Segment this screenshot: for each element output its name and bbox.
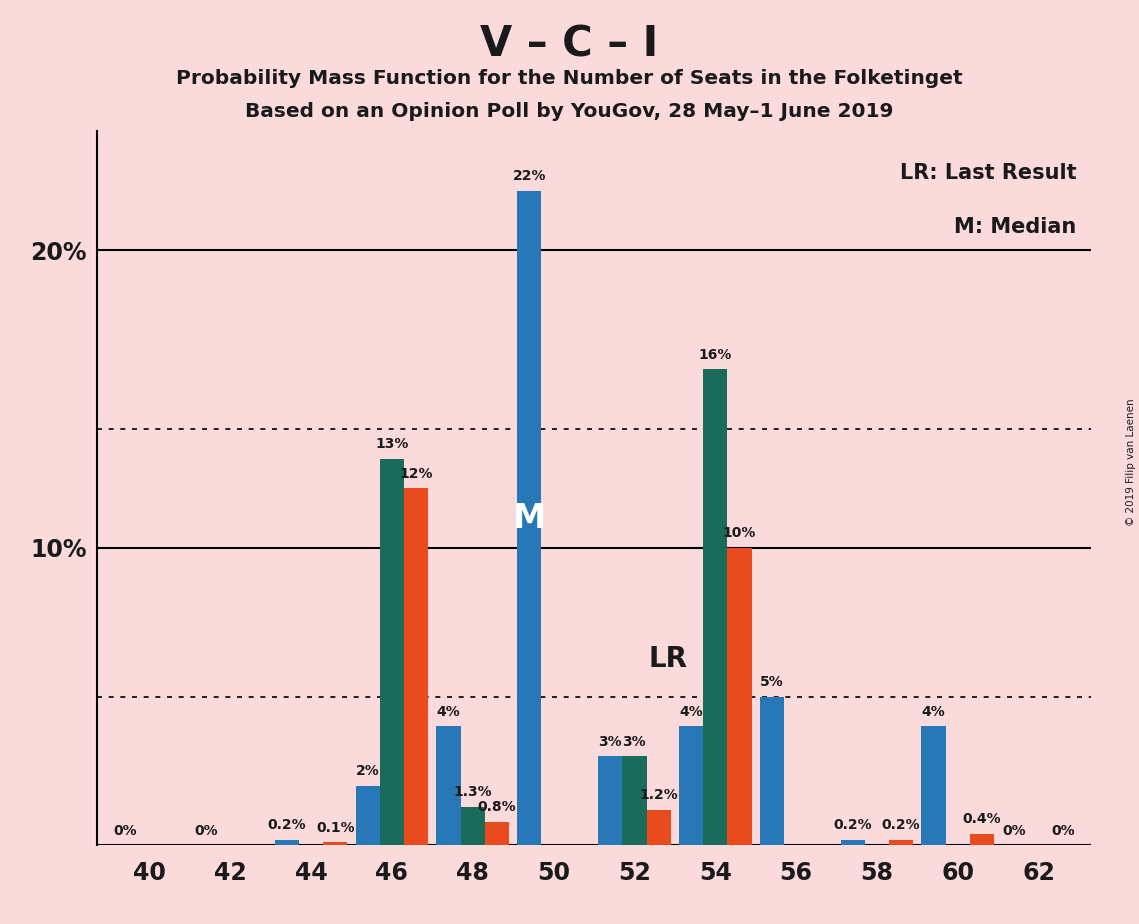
Text: 0%: 0% bbox=[113, 824, 137, 838]
Bar bbox=[728, 548, 752, 845]
Text: 0.4%: 0.4% bbox=[962, 812, 1001, 826]
Text: LR: LR bbox=[649, 645, 688, 673]
Text: 1.3%: 1.3% bbox=[453, 785, 492, 799]
Text: 0%: 0% bbox=[194, 824, 218, 838]
Text: 0.1%: 0.1% bbox=[316, 821, 354, 835]
Text: 3%: 3% bbox=[598, 735, 622, 748]
Text: 3%: 3% bbox=[623, 735, 646, 748]
Text: M: Median: M: Median bbox=[954, 217, 1076, 237]
Text: V – C – I: V – C – I bbox=[481, 23, 658, 65]
Text: 1.2%: 1.2% bbox=[639, 788, 678, 802]
Text: 0.8%: 0.8% bbox=[477, 800, 516, 814]
Text: 4%: 4% bbox=[436, 705, 460, 719]
Bar bbox=[647, 809, 671, 845]
Text: 2%: 2% bbox=[355, 764, 379, 779]
Bar bbox=[323, 843, 347, 845]
Bar bbox=[703, 370, 728, 845]
Text: 13%: 13% bbox=[375, 437, 409, 451]
Text: 0.2%: 0.2% bbox=[882, 818, 920, 833]
Bar bbox=[355, 786, 379, 845]
Bar bbox=[970, 833, 994, 845]
Text: 0%: 0% bbox=[1051, 824, 1075, 838]
Bar bbox=[485, 821, 509, 845]
Bar bbox=[890, 840, 913, 845]
Text: M: M bbox=[513, 502, 546, 535]
Text: Probability Mass Function for the Number of Seats in the Folketinget: Probability Mass Function for the Number… bbox=[177, 69, 962, 89]
Text: Based on an Opinion Poll by YouGov, 28 May–1 June 2019: Based on an Opinion Poll by YouGov, 28 M… bbox=[245, 102, 894, 121]
Bar bbox=[679, 726, 703, 845]
Text: 10%: 10% bbox=[723, 527, 756, 541]
Bar bbox=[921, 726, 945, 845]
Text: 16%: 16% bbox=[698, 347, 732, 362]
Text: 0.2%: 0.2% bbox=[268, 818, 306, 833]
Text: 4%: 4% bbox=[921, 705, 945, 719]
Bar bbox=[841, 840, 865, 845]
Text: © 2019 Filip van Laenen: © 2019 Filip van Laenen bbox=[1126, 398, 1136, 526]
Bar bbox=[460, 807, 485, 845]
Text: 12%: 12% bbox=[400, 467, 433, 480]
Bar bbox=[436, 726, 460, 845]
Text: LR: Last Result: LR: Last Result bbox=[900, 164, 1076, 183]
Text: 4%: 4% bbox=[679, 705, 703, 719]
Bar bbox=[274, 840, 298, 845]
Bar bbox=[760, 697, 784, 845]
Bar bbox=[622, 756, 647, 845]
Bar bbox=[598, 756, 622, 845]
Text: 0%: 0% bbox=[1002, 824, 1026, 838]
Bar bbox=[404, 489, 428, 845]
Text: 22%: 22% bbox=[513, 169, 546, 183]
Bar bbox=[517, 190, 541, 845]
Bar bbox=[379, 458, 404, 845]
Text: 0.2%: 0.2% bbox=[834, 818, 872, 833]
Text: 5%: 5% bbox=[760, 675, 784, 689]
